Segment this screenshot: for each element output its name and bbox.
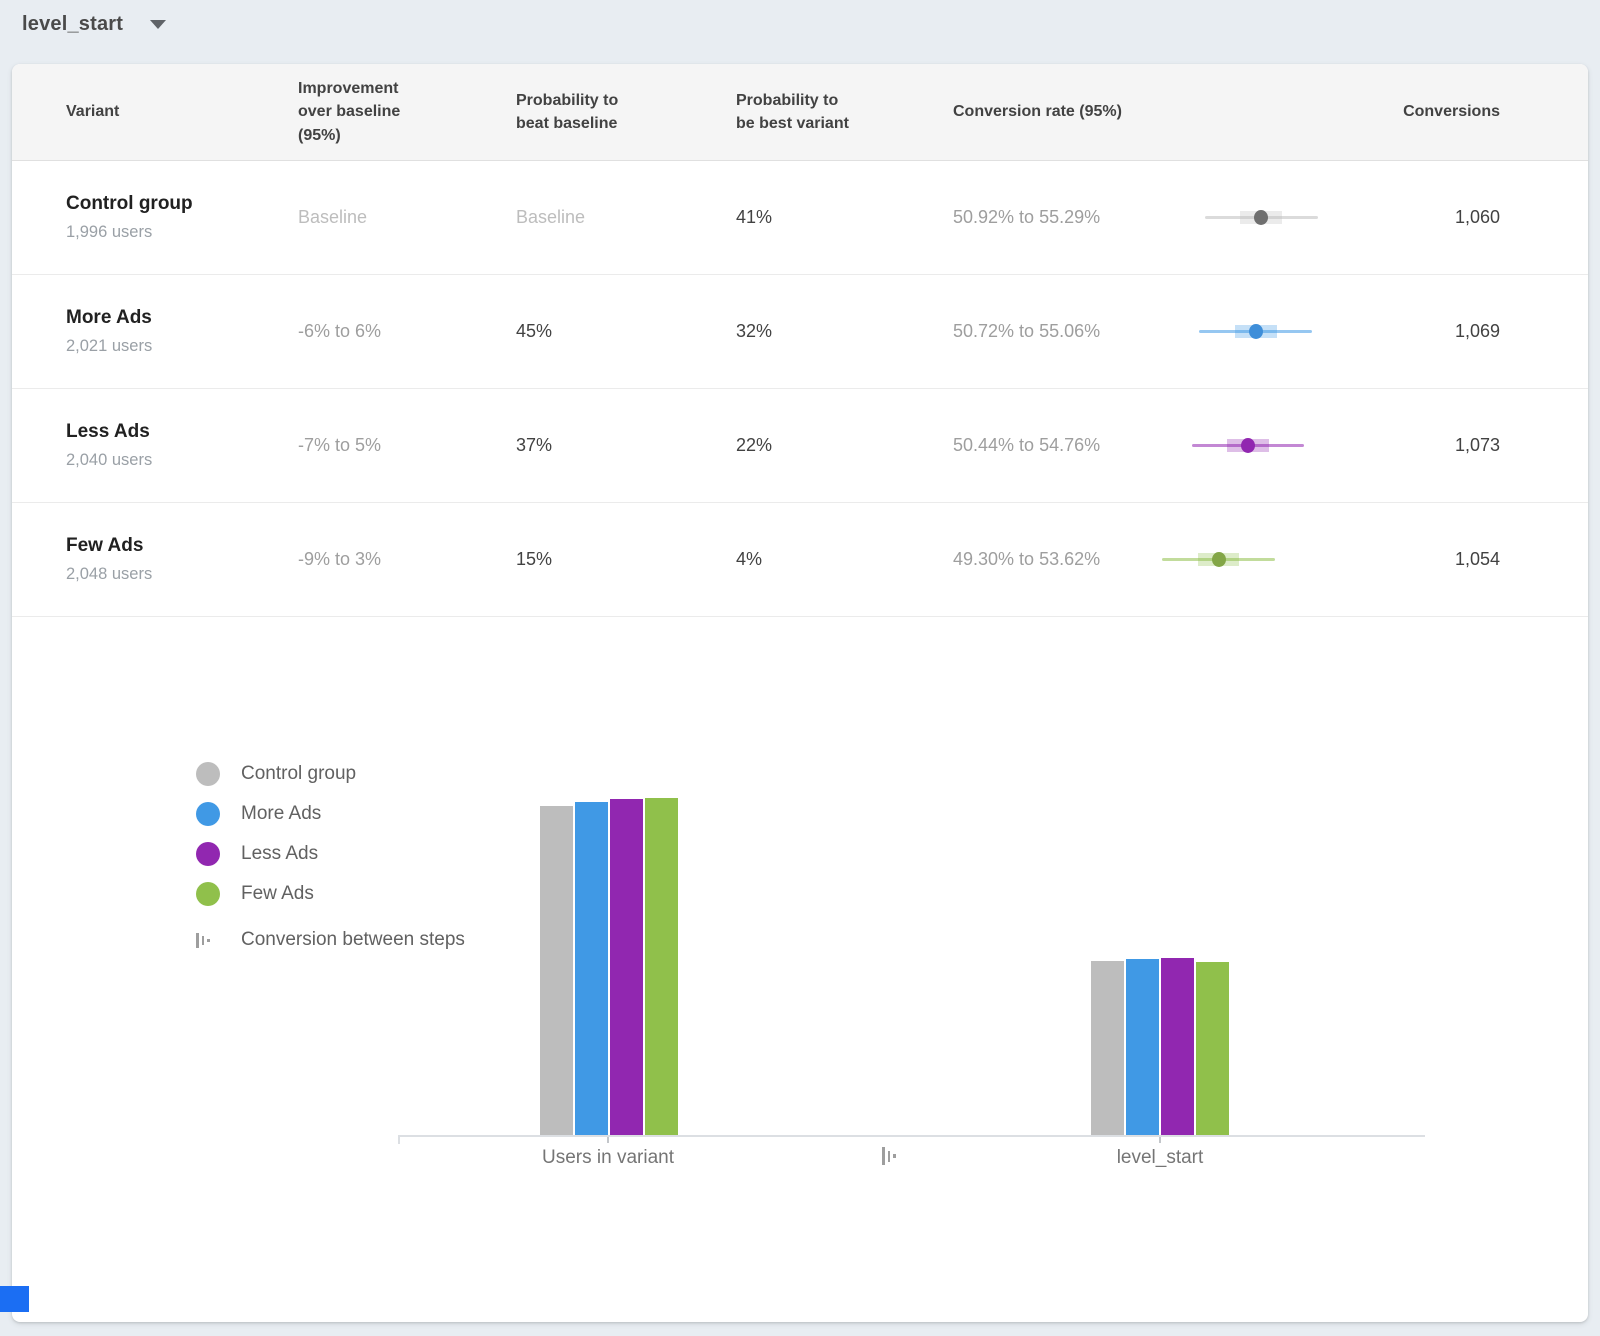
bar-few-ads (1196, 962, 1229, 1135)
conversion-between-steps-icon (196, 932, 220, 948)
metric-selector-label: level_start (22, 12, 124, 35)
legend-label: Few Ads (241, 883, 314, 904)
prob-beat-baseline-value: 37% (516, 435, 553, 455)
confidence-interval-viz (1139, 503, 1334, 616)
table-row: Few Ads 2,048 users -9% to 3% 15% 4% 49.30% t… (12, 503, 1588, 617)
ci-median-dot (1211, 552, 1226, 567)
column-header-2: Probability to beat baseline (516, 91, 619, 132)
bar-group-level-start (1091, 795, 1229, 1135)
confidence-interval-viz (1139, 161, 1334, 274)
chart-legend: Control group More Ads Less Ads Few Ads Conv… (196, 754, 465, 960)
variant-name: Control group (66, 193, 193, 214)
legend-swatch-icon (196, 842, 220, 866)
variant-user-count: 2,048 users (66, 565, 153, 583)
prob-beat-baseline-value: 45% (516, 321, 553, 341)
conversion-rate-range: 50.92% to 55.29% (953, 207, 1101, 227)
variant-cell: Less Ads 2,040 users (66, 421, 298, 470)
ci-median-dot (1254, 210, 1269, 225)
variant-cell: More Ads 2,021 users (66, 307, 298, 356)
x-axis-edge-tick (398, 1135, 400, 1144)
legend-item: Control group (196, 754, 465, 794)
variant-cell: Few Ads 2,048 users (66, 535, 298, 584)
prob-beat-baseline-value: 15% (516, 549, 553, 569)
column-header-4: Conversion rate (95%) (953, 103, 1122, 121)
conversions-value: 1,073 (1454, 435, 1500, 455)
table-row: More Ads 2,021 users -6% to 6% 45% 32% 50.72%… (12, 275, 1588, 389)
conversions-value: 1,054 (1454, 549, 1500, 569)
bar-less-ads (1161, 958, 1194, 1135)
conversion-rate-cell: 50.72% to 55.06% (953, 275, 1342, 388)
variant-name: More Ads (66, 307, 152, 328)
legend-steps-label: Conversion between steps (241, 929, 465, 950)
ci-median-dot (1241, 438, 1256, 453)
x-axis-tick (607, 1137, 609, 1143)
bar-control-group (540, 806, 573, 1135)
bar-few-ads (645, 798, 678, 1135)
legend-item: Less Ads (196, 834, 465, 874)
conversion-rate-range: 49.30% to 53.62% (953, 549, 1101, 569)
legend-swatch-icon (196, 802, 220, 826)
conversion-rate-cell: 50.92% to 55.29% (953, 161, 1342, 274)
legend-item: More Ads (196, 794, 465, 834)
variant-user-count: 2,040 users (66, 451, 153, 469)
chevron-down-icon (150, 19, 167, 29)
conversions-value: 1,069 (1454, 321, 1500, 341)
results-card: Variant Improvement over baseline (95%) Pr… (12, 64, 1588, 1322)
table-row: Control group 1,996 users Baseline Baseline… (12, 161, 1588, 275)
bar-less-ads (610, 799, 643, 1135)
variant-user-count: 1,996 users (66, 223, 153, 241)
prob-best-variant-value: 4% (736, 549, 763, 569)
chart-section: Control group More Ads Less Ads Few Ads Conv… (12, 618, 1588, 1322)
conversion-rate-cell: 50.44% to 54.76% (953, 389, 1342, 502)
improvement-value: -6% to 6% (298, 321, 382, 341)
topbar: level_start (0, 0, 1600, 48)
table-row: Less Ads 2,040 users -7% to 5% 37% 22% 50.44%… (12, 389, 1588, 503)
conversion-between-steps-icon (882, 1146, 896, 1166)
column-header-3: Probability to be best variant (736, 91, 849, 132)
table-header: Variant Improvement over baseline (95%) Pr… (12, 64, 1588, 161)
column-header-5: Conversions (1403, 103, 1500, 121)
bar-control-group (1091, 961, 1124, 1135)
legend-label: More Ads (241, 803, 322, 824)
bar-more-ads (1126, 959, 1159, 1135)
legend-swatch-icon (196, 762, 220, 786)
x-axis-label-level-start: level_start (1116, 1147, 1204, 1168)
legend-item: Few Ads (196, 874, 465, 914)
bar-more-ads (575, 802, 608, 1135)
improvement-value: -9% to 3% (298, 549, 382, 569)
ci-median-dot (1248, 324, 1263, 339)
cut-off-blue-element[interactable] (0, 1286, 29, 1312)
prob-best-variant-value: 22% (736, 435, 773, 455)
metric-selector-dropdown[interactable]: level_start (22, 12, 167, 36)
conversion-rate-range: 50.72% to 55.06% (953, 321, 1101, 341)
legend-label: Less Ads (241, 843, 319, 864)
conversion-rate-cell: 49.30% to 53.62% (953, 503, 1342, 616)
variant-user-count: 2,021 users (66, 337, 153, 355)
conversion-rate-range: 50.44% to 54.76% (953, 435, 1101, 455)
legend-swatch-icon (196, 882, 220, 906)
conversions-value: 1,060 (1454, 207, 1500, 227)
bar-group-users-in-variant (540, 795, 678, 1135)
confidence-interval-viz (1139, 389, 1334, 502)
legend-item-conversion-steps: Conversion between steps (196, 920, 465, 960)
x-axis-tick (1159, 1137, 1161, 1143)
table-body: Control group 1,996 users Baseline Baseline… (12, 161, 1588, 617)
legend-label: Control group (241, 763, 357, 784)
column-header-0: Variant (66, 103, 120, 121)
confidence-interval-viz (1139, 275, 1334, 388)
improvement-value: Baseline (298, 207, 368, 227)
prob-beat-baseline-value: Baseline (516, 207, 586, 227)
x-axis-line (398, 1135, 1425, 1137)
variant-cell: Control group 1,996 users (66, 193, 298, 242)
prob-best-variant-value: 32% (736, 321, 773, 341)
improvement-value: -7% to 5% (298, 435, 382, 455)
prob-best-variant-value: 41% (736, 207, 773, 227)
variant-name: Less Ads (66, 421, 150, 442)
column-header-1: Improvement over baseline (95%) (298, 80, 401, 144)
variant-name: Few Ads (66, 535, 144, 556)
x-axis-label-users-in-variant: Users in variant (542, 1147, 674, 1168)
